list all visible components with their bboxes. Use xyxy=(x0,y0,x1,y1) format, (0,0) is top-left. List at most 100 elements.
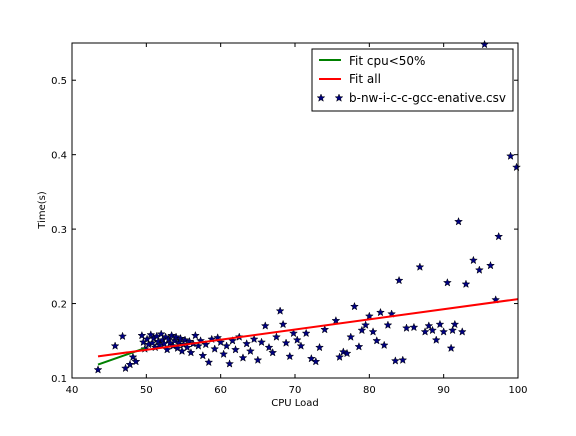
scatter-point xyxy=(228,336,238,345)
scatter-point xyxy=(271,332,281,341)
scatter-point xyxy=(368,327,378,336)
scatter-point xyxy=(281,338,291,347)
scatter-point xyxy=(164,334,174,344)
scatter-point xyxy=(428,325,438,335)
scatter-point xyxy=(225,359,235,368)
scatter-point xyxy=(398,355,408,364)
scatter-point xyxy=(249,334,259,344)
scatter-point xyxy=(446,343,456,353)
scatter-point xyxy=(486,260,495,270)
scatter-point xyxy=(357,325,367,335)
y-axis-label: Time(s) xyxy=(37,191,48,230)
legend-star-marker xyxy=(334,93,344,102)
y-tick-label: 0.1 xyxy=(51,374,67,385)
x-tick-label: 80 xyxy=(363,385,376,396)
axis-ticks: 40 50 60 70 80 90 100 0.1 0.2 0.3 0.4 0.5 xyxy=(51,43,528,396)
scatter-point xyxy=(257,337,267,347)
scatter-point xyxy=(474,265,484,274)
scatter-point xyxy=(222,341,232,350)
scatter-point xyxy=(128,352,138,361)
scatter-point xyxy=(180,335,190,344)
scatter-point xyxy=(354,342,364,351)
scatter-point xyxy=(292,335,302,344)
scatter-point xyxy=(125,359,135,369)
legend-box xyxy=(311,48,514,112)
data-layer xyxy=(93,39,521,374)
scatter-point xyxy=(512,162,521,172)
scatter-point xyxy=(494,231,504,241)
fit-line-1 xyxy=(97,298,519,358)
scatter-point xyxy=(320,324,330,334)
scatter-point xyxy=(147,338,157,347)
scatter-point xyxy=(182,342,192,352)
scatter-point xyxy=(450,319,460,329)
y-tick-label: 0.5 xyxy=(51,76,67,87)
scatter-point xyxy=(193,341,203,350)
scatter-point xyxy=(431,335,441,344)
y-tick-label: 0.2 xyxy=(51,300,67,311)
scatter-point xyxy=(210,344,220,353)
x-tick-label: 100 xyxy=(508,385,527,396)
scatter-point xyxy=(142,334,152,344)
scatter-point xyxy=(268,347,278,357)
scatter-point xyxy=(409,322,419,332)
scatter-point xyxy=(461,279,471,289)
scatter-point xyxy=(186,347,196,357)
legend-swatch-scatter xyxy=(316,93,344,102)
x-tick-label: 70 xyxy=(289,385,302,396)
scatter-point xyxy=(198,350,208,360)
scatter-point xyxy=(383,320,393,329)
legend-label-scatter: b-nw-i-c-c-gcc-enative.csv xyxy=(349,91,506,105)
scatter-point xyxy=(349,301,359,311)
scatter-point xyxy=(260,321,270,330)
scatter-point xyxy=(454,216,464,226)
scatter-point xyxy=(296,341,306,350)
x-tick-label: 40 xyxy=(66,385,79,396)
x-tick-label: 60 xyxy=(214,385,227,396)
scatter-point xyxy=(137,330,147,340)
scatter-point xyxy=(335,352,345,361)
scatter-point xyxy=(315,342,325,352)
legend-label-fit-all: Fit all xyxy=(349,72,381,86)
x-tick-label: 90 xyxy=(437,385,450,396)
scatter-point xyxy=(394,275,404,285)
scatter-point xyxy=(306,353,316,363)
scatter-point xyxy=(415,262,425,271)
scatter-point xyxy=(231,344,241,354)
scatter-point xyxy=(376,307,385,317)
scatter-point xyxy=(372,336,382,345)
scatter-point xyxy=(167,330,177,340)
scatter-point xyxy=(420,327,430,336)
scatter-point xyxy=(278,319,288,329)
legend-label-fit-cpu50: Fit cpu<50% xyxy=(349,54,425,68)
legend-star-marker xyxy=(316,93,326,102)
scatter-point xyxy=(131,356,141,366)
legend: Fit cpu<50% Fit all b-nw-i-c-c-gcc-enati… xyxy=(311,48,514,112)
scatter-point xyxy=(361,320,371,329)
scatter-point xyxy=(219,349,229,358)
scatter-point xyxy=(201,339,211,349)
scatter-point xyxy=(342,348,352,358)
y-tick-label: 0.3 xyxy=(51,225,67,236)
scatter-point xyxy=(338,347,348,356)
scatter-point xyxy=(245,346,255,356)
scatter-point xyxy=(468,255,478,265)
scatter-point xyxy=(402,323,411,332)
scatter-point xyxy=(275,306,285,315)
scatter-point xyxy=(346,332,356,341)
scatter-point xyxy=(176,333,186,343)
scatter-point xyxy=(285,351,295,361)
scatter-point xyxy=(435,319,445,329)
scatter-point xyxy=(264,342,274,352)
scatter-point xyxy=(146,330,156,339)
x-axis-label: CPU Load xyxy=(271,398,319,409)
scatter-point xyxy=(253,355,263,364)
scatter-point xyxy=(110,341,120,350)
scatter-point xyxy=(301,328,311,338)
scatter-point xyxy=(424,321,434,330)
scatter-point xyxy=(162,344,172,354)
scatter-point xyxy=(457,327,467,336)
scatter-point xyxy=(204,357,214,367)
scatter-point xyxy=(442,277,452,287)
scatter-point xyxy=(506,151,516,160)
